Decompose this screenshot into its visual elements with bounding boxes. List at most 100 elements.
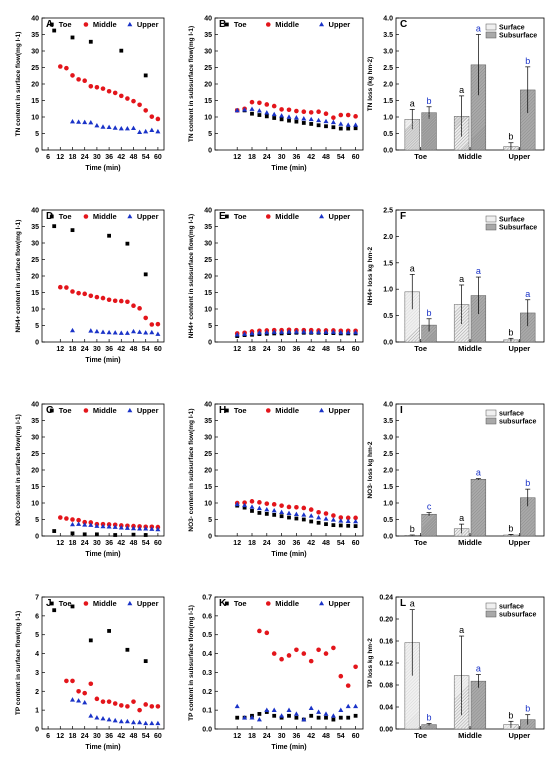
series-middle	[58, 64, 161, 122]
data-point	[294, 647, 299, 653]
y-tick-label: 0.0	[383, 148, 393, 155]
x-tick-label: 30	[278, 154, 286, 161]
data-point	[143, 526, 149, 531]
data-point	[353, 713, 358, 718]
data-point	[52, 608, 57, 613]
panel-h: H 0 5 10 15 20 25 30 35 40 NO3- content in subsurf…	[188, 402, 364, 558]
data-point	[242, 715, 248, 720]
legend-label-upper: Upper	[137, 406, 159, 415]
data-point	[82, 291, 87, 297]
bar-hatch	[404, 642, 421, 730]
x-tick-label: 42	[117, 540, 125, 547]
data-point	[119, 298, 124, 304]
data-point	[331, 125, 336, 130]
x-category-label: Middle	[458, 731, 482, 740]
x-tick-label: 54	[142, 154, 150, 161]
data-point	[76, 521, 82, 526]
x-tick-label: 60	[352, 346, 360, 353]
data-point	[256, 108, 262, 113]
x-tick-label: 60	[154, 154, 162, 161]
data-point	[338, 329, 344, 335]
x-tick-label: 42	[117, 346, 125, 353]
panel-b: B 0 5 10 15 20 25 30 35 40 TN content in subsurfac…	[188, 16, 364, 172]
data-point	[345, 112, 351, 118]
legend-marker-middle	[265, 408, 271, 413]
y-tick-label: 7	[35, 595, 39, 602]
data-point	[143, 272, 148, 277]
data-point	[308, 513, 314, 518]
data-point	[106, 297, 112, 303]
x-axis-label: Time (min)	[271, 744, 306, 751]
y-tick-label: 40	[204, 402, 212, 409]
y-tick-label: 15	[31, 98, 39, 105]
data-point	[64, 516, 69, 521]
data-point	[76, 119, 82, 124]
data-point	[143, 533, 148, 537]
legend-marker-upper	[319, 407, 325, 413]
y-tick-label: 3	[35, 670, 39, 677]
data-point	[100, 124, 106, 129]
bar-hatch	[456, 528, 465, 537]
legend-marker-middle	[83, 601, 89, 606]
data-point	[131, 525, 136, 531]
bar-hatch	[404, 324, 422, 343]
x-tick-label: 36	[293, 154, 301, 161]
data-point	[112, 90, 118, 96]
legend-label-middle: Middle	[275, 599, 299, 608]
legend-label-upper: Upper	[329, 20, 351, 29]
data-point	[250, 111, 254, 116]
data-point	[324, 715, 328, 720]
bar-hatch	[433, 514, 456, 537]
series-toe	[52, 224, 148, 277]
series-subsurface: b a b	[417, 664, 536, 730]
data-point	[124, 718, 130, 724]
x-tick-label: 30	[93, 540, 101, 547]
y-axis-label: NO3- content in subsurface flow(mg l-1)	[188, 408, 195, 531]
panel-letter: I	[400, 405, 403, 416]
series-toe	[52, 529, 148, 537]
panel-a: A 0 5 10 15 20 25 30 35 40 TN content in surface f…	[15, 16, 165, 172]
x-tick-label: 18	[69, 540, 77, 547]
data-point	[106, 124, 112, 130]
data-point	[70, 35, 75, 40]
data-point	[242, 505, 247, 510]
y-tick-label: 15	[31, 484, 39, 491]
y-tick-label: 0	[208, 534, 212, 541]
x-tick-label: 60	[154, 540, 162, 547]
legend-swatch-subsurface	[485, 610, 497, 618]
x-tick-label: 18	[248, 346, 256, 353]
panel-letter: J	[46, 598, 52, 609]
legend-label-middle: Middle	[93, 406, 117, 415]
data-point	[338, 518, 344, 523]
y-tick-label: 2.5	[383, 65, 393, 72]
data-point	[149, 526, 155, 531]
bar-hatch	[484, 89, 536, 151]
legend-label-toe: Toe	[59, 599, 72, 608]
data-point	[338, 126, 343, 131]
y-axis-label: TN content in subsurface flow(mg l-1)	[188, 26, 195, 142]
data-point	[100, 523, 106, 529]
data-point	[301, 116, 307, 121]
y-axis-label: NO3- loss kg hm-2	[367, 441, 374, 498]
data-point	[345, 703, 351, 709]
x-tick-label: 12	[233, 540, 241, 547]
y-tick-label: 20	[204, 82, 212, 89]
y-tick-label: 5	[208, 323, 212, 330]
panel-g: G0510152025303540NO3- content in surface…	[15, 402, 165, 558]
data-point	[143, 108, 148, 113]
data-point	[137, 329, 143, 334]
bar-hatch	[443, 675, 498, 730]
data-point	[106, 524, 112, 529]
data-point	[323, 516, 329, 521]
bar-hatch	[528, 312, 536, 343]
legend-label-surface: Surface	[499, 217, 525, 224]
y-tick-label: 0	[208, 148, 212, 155]
data-point	[137, 719, 143, 725]
data-point	[330, 517, 336, 522]
data-point	[353, 329, 359, 335]
significance-letter: a	[525, 289, 530, 299]
x-axis-label: Time (min)	[85, 551, 120, 558]
data-point	[294, 119, 299, 124]
y-tick-label: 2.0	[383, 82, 393, 89]
data-point	[345, 515, 351, 521]
